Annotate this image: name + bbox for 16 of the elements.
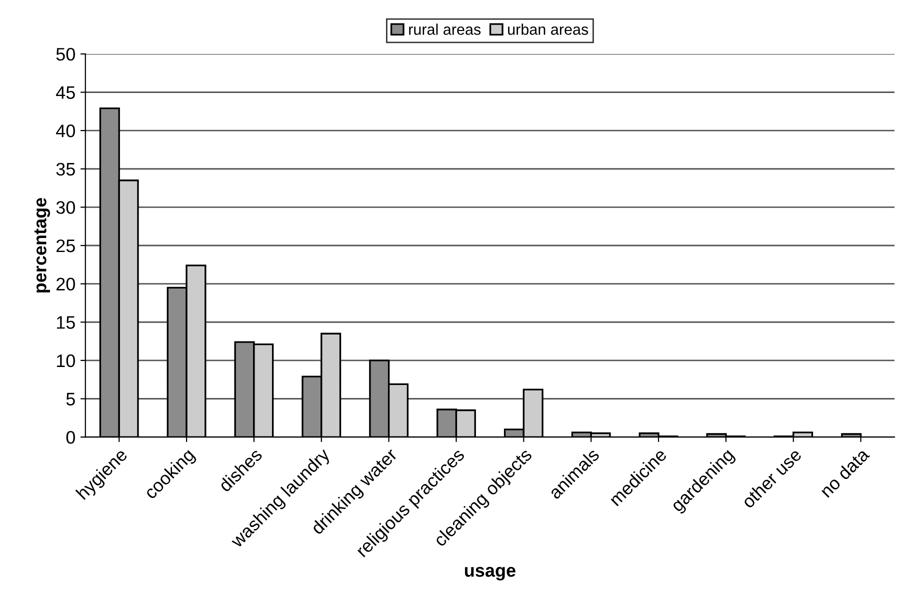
x-axis-title: usage (464, 566, 516, 580)
y-tick-label: 0 (66, 431, 75, 444)
y-tick-label: 30 (56, 201, 75, 214)
y-tick-label: 20 (56, 278, 75, 291)
y-tick-label: 10 (56, 354, 75, 368)
y-tick-label: 5 (66, 392, 75, 406)
y-tick-label: 50 (56, 48, 75, 61)
legend-label: rural areas (409, 24, 481, 35)
y-tick-label: 40 (56, 124, 75, 138)
y-tick-label: 25 (56, 239, 75, 252)
y-tick-label: 45 (56, 86, 75, 99)
y-axis-title: percentage (34, 198, 50, 292)
legend-label: urban areas (508, 24, 588, 35)
y-tick-label: 15 (56, 316, 75, 329)
y-tick-label: 35 (56, 162, 75, 176)
x-tick-label: no data (819, 446, 870, 498)
